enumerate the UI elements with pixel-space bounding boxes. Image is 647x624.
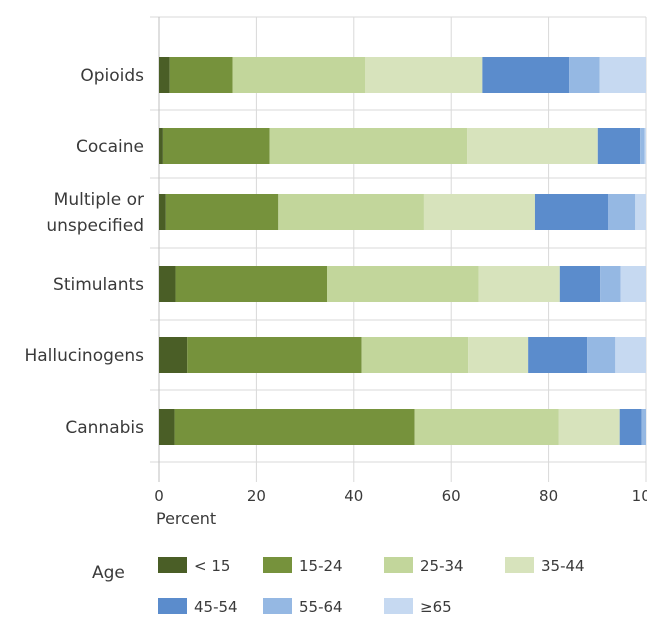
legend-label: ≥65 [420, 598, 452, 616]
x-tick-label: 0 [154, 487, 164, 505]
legend-swatch [158, 598, 187, 614]
legend-swatch [263, 557, 292, 573]
category-labels: Opioids Cocaine Multiple or unspecified Stim… [24, 66, 144, 438]
legend-label: 15-24 [299, 557, 343, 575]
bar-segment [597, 128, 641, 164]
bar-segment [599, 57, 646, 93]
bar-segment [269, 128, 468, 164]
bar-segment [414, 409, 559, 445]
bar-segment [165, 194, 279, 230]
bar-segment [187, 337, 362, 373]
bar-segment [534, 194, 609, 230]
bar-segment [159, 57, 170, 93]
bar-segment [159, 194, 166, 230]
bar-segment [159, 266, 176, 302]
bar-segment [528, 337, 588, 373]
bar-segment [558, 409, 620, 445]
bar-segment [159, 409, 175, 445]
bar-segment [587, 337, 616, 373]
bar-segment [159, 128, 163, 164]
bar-segment [423, 194, 535, 230]
legend: < 15 15-24 25-34 35-44 45-54 55-64 ≥65 [158, 557, 585, 616]
bar-segment [640, 128, 645, 164]
x-tick-label: 80 [539, 487, 558, 505]
bar-segment [468, 337, 529, 373]
bar-segment [361, 337, 469, 373]
legend-swatch [158, 557, 187, 573]
bar-segment [569, 57, 600, 93]
legend-swatch [263, 598, 292, 614]
bar-segment [365, 57, 483, 93]
bar-segment [615, 337, 646, 373]
legend-label: 35-44 [541, 557, 585, 575]
bar-segment [559, 266, 601, 302]
bar-segment [641, 409, 646, 445]
bar-segment [278, 194, 424, 230]
legend-label: 45-54 [194, 598, 238, 616]
bar-segment [327, 266, 479, 302]
legend-swatch [505, 557, 534, 573]
bar-segment [635, 194, 646, 230]
category-label: Multiple or [54, 190, 144, 210]
bar-segment [232, 57, 366, 93]
x-tick-label: 20 [247, 487, 266, 505]
category-label: Hallucinogens [24, 346, 144, 366]
bar-segment [159, 337, 188, 373]
category-label: Stimulants [53, 275, 144, 295]
category-label: Cocaine [76, 137, 144, 157]
legend-label: 25-34 [420, 557, 464, 575]
x-tick-label: 40 [344, 487, 363, 505]
bar-segment [174, 409, 415, 445]
bar-segment [467, 128, 598, 164]
bar-segment [169, 57, 233, 93]
legend-swatch [384, 557, 413, 573]
bar-segment [619, 409, 642, 445]
category-label: Cannabis [65, 418, 144, 438]
legend-label: < 15 [194, 557, 230, 575]
bar-segment [600, 266, 621, 302]
gridlines [150, 16, 647, 482]
legend-label: 55-64 [299, 598, 343, 616]
bar-segment [478, 266, 560, 302]
x-tick-label: 60 [442, 487, 461, 505]
x-tick-label: 100 [632, 487, 647, 505]
legend-swatch [384, 598, 413, 614]
bar-segment [175, 266, 328, 302]
bar-segment [482, 57, 570, 93]
category-label: Opioids [80, 66, 144, 86]
legend-title: Age [92, 563, 125, 583]
bar-segment [620, 266, 646, 302]
x-axis-title: Percent [156, 509, 216, 528]
bars [159, 57, 646, 445]
category-label: unspecified [46, 216, 144, 236]
bar-segment [644, 128, 646, 164]
bar-segment [608, 194, 636, 230]
bar-segment [162, 128, 270, 164]
x-axis-ticks: 0 20 40 60 80 100 [154, 487, 647, 505]
